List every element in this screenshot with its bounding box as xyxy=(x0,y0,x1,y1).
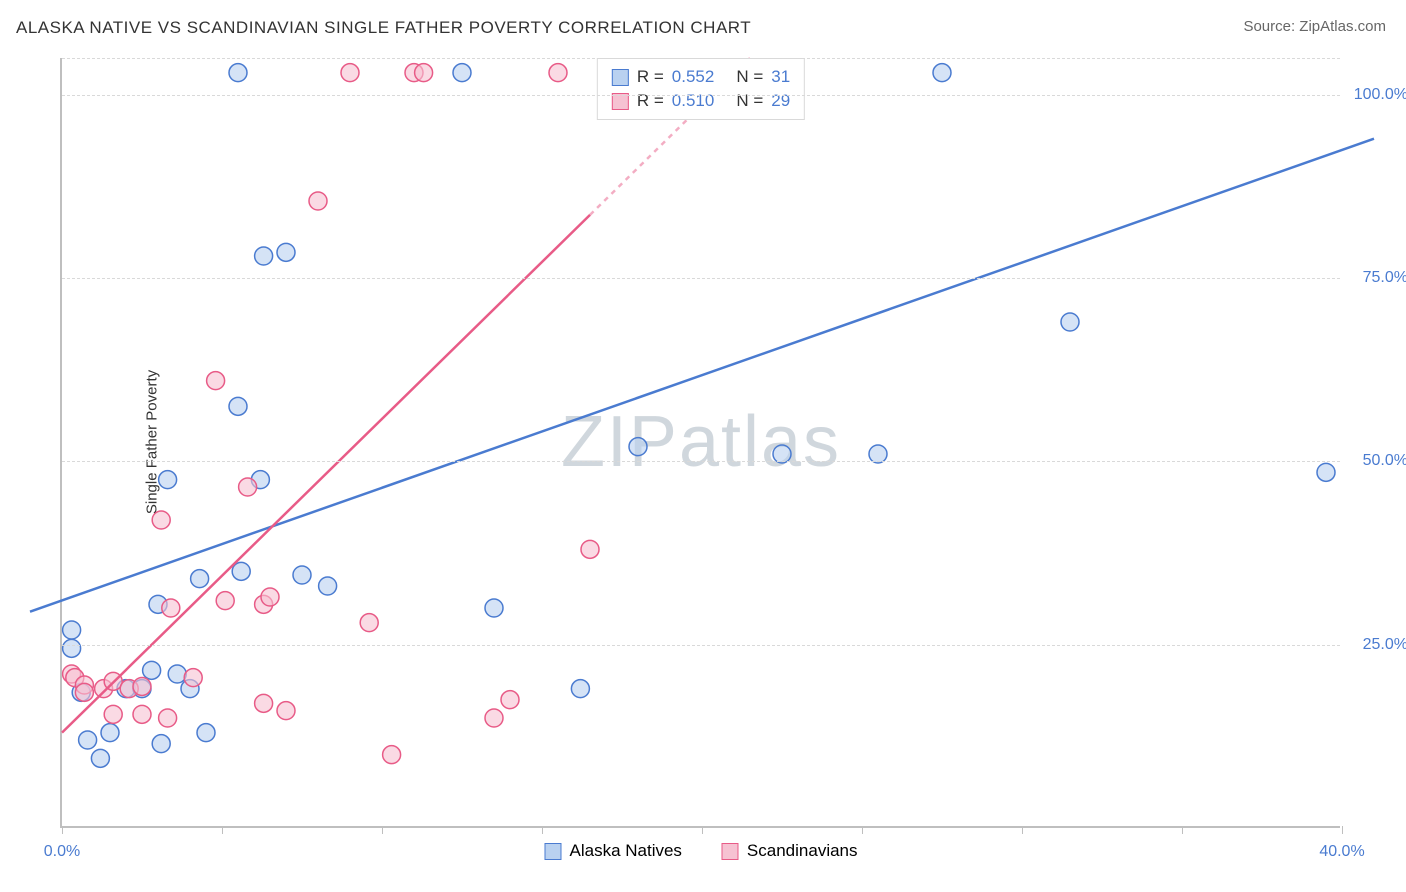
gridline xyxy=(62,58,1340,59)
data-point xyxy=(571,680,589,698)
data-point xyxy=(255,247,273,265)
chart-container: ALASKA NATIVE VS SCANDINAVIAN SINGLE FAT… xyxy=(0,0,1406,892)
data-point xyxy=(360,614,378,632)
stat-n-value: 31 xyxy=(771,67,790,87)
legend-swatch xyxy=(544,843,561,860)
data-point xyxy=(91,749,109,767)
stat-row: R = 0.510N = 29 xyxy=(612,89,790,113)
x-tick-label: 40.0% xyxy=(1319,843,1364,861)
data-point xyxy=(261,588,279,606)
data-point xyxy=(207,372,225,390)
data-point xyxy=(232,562,250,580)
gridline xyxy=(62,95,1340,96)
legend-item: Alaska Natives xyxy=(544,841,681,861)
data-point xyxy=(162,599,180,617)
data-point xyxy=(415,64,433,82)
x-tick xyxy=(542,826,543,834)
trend-line xyxy=(30,139,1374,612)
data-point xyxy=(79,731,97,749)
data-point xyxy=(1061,313,1079,331)
x-tick xyxy=(862,826,863,834)
data-point xyxy=(152,511,170,529)
data-point xyxy=(143,661,161,679)
data-point xyxy=(255,694,273,712)
data-point xyxy=(63,621,81,639)
legend: Alaska Natives Scandinavians xyxy=(544,841,857,861)
x-tick xyxy=(1182,826,1183,834)
data-point xyxy=(485,709,503,727)
data-point xyxy=(152,735,170,753)
plot-area: Single Father Poverty ZIPatlas R = 0.552… xyxy=(60,58,1340,828)
x-tick xyxy=(1022,826,1023,834)
data-point xyxy=(133,677,151,695)
stat-r-label: R = xyxy=(637,67,664,87)
data-point xyxy=(453,64,471,82)
data-point xyxy=(277,243,295,261)
data-point xyxy=(184,669,202,687)
data-point xyxy=(629,438,647,456)
data-point xyxy=(75,683,93,701)
data-point xyxy=(581,540,599,558)
x-tick-label: 0.0% xyxy=(44,843,80,861)
y-tick-label: 25.0% xyxy=(1363,636,1406,654)
gridline xyxy=(62,461,1340,462)
chart-title: ALASKA NATIVE VS SCANDINAVIAN SINGLE FAT… xyxy=(16,18,751,38)
data-point xyxy=(773,445,791,463)
data-point xyxy=(191,570,209,588)
data-point xyxy=(341,64,359,82)
data-point xyxy=(501,691,519,709)
data-point xyxy=(933,64,951,82)
data-point xyxy=(104,705,122,723)
data-point xyxy=(229,397,247,415)
stat-n-label: N = xyxy=(736,67,763,87)
data-point xyxy=(549,64,567,82)
data-point xyxy=(229,64,247,82)
data-point xyxy=(101,724,119,742)
data-point xyxy=(168,665,186,683)
data-point xyxy=(239,478,257,496)
data-point xyxy=(485,599,503,617)
data-point xyxy=(159,471,177,489)
trend-line xyxy=(62,215,590,733)
x-tick xyxy=(1342,826,1343,834)
stat-swatch xyxy=(612,69,629,86)
stat-r-value: 0.552 xyxy=(672,67,715,87)
chart-svg xyxy=(62,58,1340,826)
y-tick-label: 75.0% xyxy=(1363,269,1406,287)
data-point xyxy=(159,709,177,727)
gridline xyxy=(62,645,1340,646)
data-point xyxy=(216,592,234,610)
data-point xyxy=(869,445,887,463)
y-tick-label: 50.0% xyxy=(1363,452,1406,470)
x-tick xyxy=(222,826,223,834)
legend-label: Alaska Natives xyxy=(569,841,681,861)
x-tick xyxy=(382,826,383,834)
data-point xyxy=(1317,463,1335,481)
legend-swatch xyxy=(722,843,739,860)
data-point xyxy=(63,639,81,657)
data-point xyxy=(133,705,151,723)
x-tick xyxy=(702,826,703,834)
stat-box: R = 0.552 N = 31R = 0.510N = 29 xyxy=(597,58,805,120)
gridline xyxy=(62,278,1340,279)
data-point xyxy=(319,577,337,595)
source-attribution: Source: ZipAtlas.com xyxy=(1243,18,1386,35)
data-point xyxy=(293,566,311,584)
data-point xyxy=(197,724,215,742)
legend-item: Scandinavians xyxy=(722,841,858,861)
y-tick-label: 100.0% xyxy=(1354,86,1406,104)
legend-label: Scandinavians xyxy=(747,841,858,861)
data-point xyxy=(277,702,295,720)
data-point xyxy=(309,192,327,210)
data-point xyxy=(383,746,401,764)
stat-row: R = 0.552 N = 31 xyxy=(612,65,790,89)
x-tick xyxy=(62,826,63,834)
